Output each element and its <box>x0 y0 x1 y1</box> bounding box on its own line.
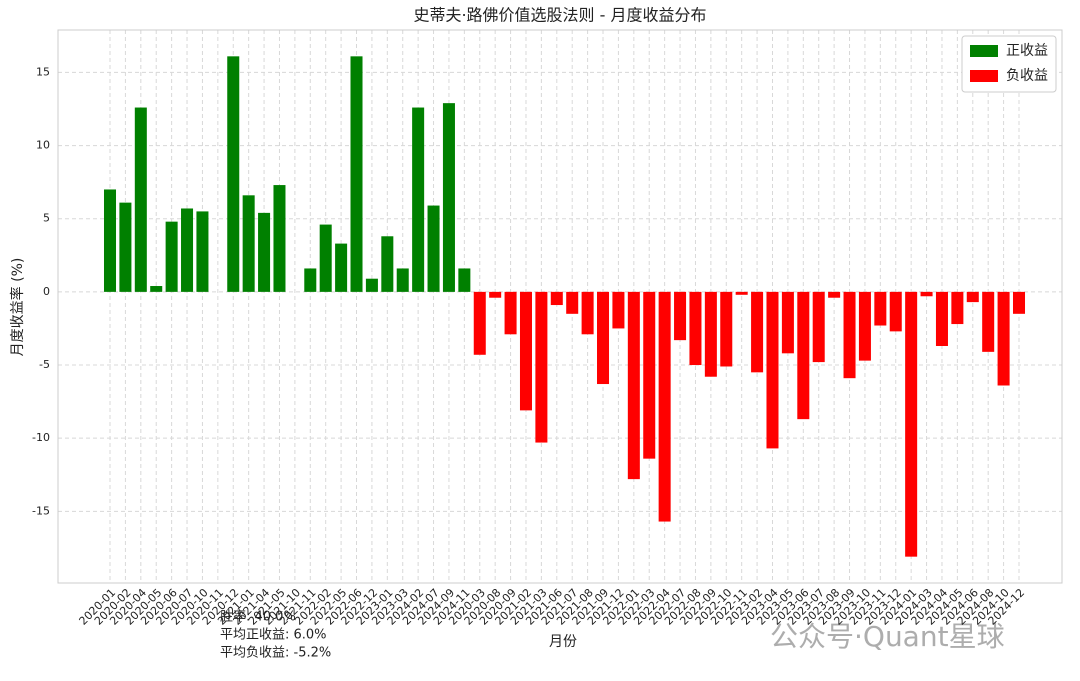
bar <box>242 195 255 292</box>
bar <box>134 107 147 292</box>
bar <box>335 243 348 292</box>
bar <box>966 291 979 303</box>
bar <box>412 107 425 292</box>
legend-swatch <box>970 45 998 57</box>
bar <box>319 224 332 292</box>
bar <box>828 291 841 298</box>
y-tick-label: 10 <box>36 139 50 152</box>
bar <box>720 291 733 367</box>
annotation: 平均正收益: 6.0% <box>220 628 327 643</box>
bar <box>566 291 579 314</box>
legend-label: 负收益 <box>1006 68 1048 84</box>
bar <box>489 291 502 298</box>
bar <box>458 268 471 292</box>
y-tick-label: -5 <box>39 358 50 371</box>
bar <box>165 221 178 292</box>
bar <box>751 291 764 373</box>
bar <box>982 291 995 352</box>
bar <box>273 185 286 292</box>
bar <box>396 268 409 292</box>
y-axis-label: 月度收益率 (%) <box>9 258 26 357</box>
annotation: 平均负收益: -5.2% <box>220 646 331 661</box>
bar <box>103 189 117 292</box>
bar <box>227 56 240 292</box>
bar <box>812 291 825 363</box>
bar <box>874 291 887 326</box>
bar <box>381 236 394 292</box>
y-tick-label: 15 <box>36 65 50 78</box>
bar <box>704 291 717 377</box>
bar <box>427 205 440 292</box>
bar <box>997 291 1010 386</box>
bar <box>905 291 918 557</box>
bar <box>150 286 163 292</box>
bar <box>196 211 209 292</box>
bar <box>258 212 271 292</box>
bar <box>643 291 656 459</box>
bar <box>951 291 964 325</box>
plot-frame <box>57 29 1063 584</box>
bar <box>473 291 486 355</box>
legend-label: 正收益 <box>1006 43 1048 59</box>
bar <box>365 278 378 292</box>
bar <box>350 56 363 292</box>
bar <box>658 291 671 522</box>
y-tick-label: 5 <box>43 212 50 225</box>
x-axis-label: 月份 <box>549 634 577 650</box>
bar <box>581 291 594 335</box>
bar <box>627 291 640 480</box>
bar <box>689 291 702 366</box>
annotation: 胜率: 40.0% <box>220 609 296 625</box>
bar <box>935 291 948 346</box>
bar <box>597 291 610 385</box>
bar <box>504 291 517 335</box>
plot-area <box>58 30 1062 583</box>
bar <box>735 291 748 295</box>
bar <box>550 291 563 306</box>
y-tick-label: -10 <box>32 431 50 444</box>
bar <box>1012 291 1026 314</box>
bar <box>781 291 794 354</box>
y-tick-label: -15 <box>32 504 50 517</box>
bar <box>181 208 194 292</box>
bar <box>889 291 902 332</box>
bar <box>766 291 779 449</box>
bar <box>519 291 532 411</box>
bar <box>858 291 871 361</box>
y-tick-label: 0 <box>43 285 50 298</box>
bar <box>920 291 933 297</box>
legend-swatch <box>970 70 998 82</box>
bar <box>843 291 856 379</box>
chart-title: 史蒂夫·路佛价值选股法则 - 月度收益分布 <box>413 6 706 25</box>
bar <box>612 291 625 329</box>
bar <box>674 291 687 341</box>
watermark: 公众号·Quant星球 <box>770 620 1005 653</box>
bar <box>304 268 317 292</box>
bar <box>442 103 455 292</box>
bar <box>797 291 810 420</box>
bar <box>535 291 548 443</box>
bar <box>119 202 132 292</box>
